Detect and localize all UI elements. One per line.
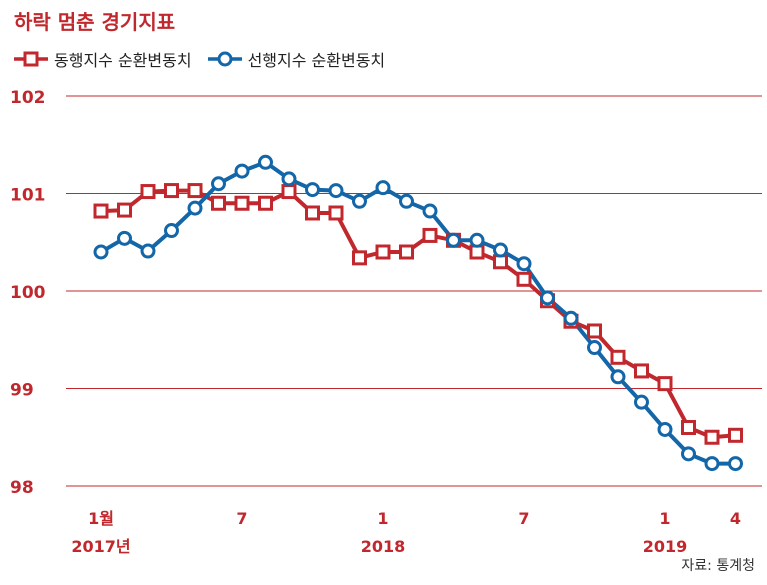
series-line-2 — [99, 160, 736, 466]
data-point-leading — [634, 394, 649, 410]
x-tick-label: 1월 — [88, 509, 114, 528]
y-tick-label: 98 — [10, 478, 34, 498]
data-point-leading — [258, 154, 273, 170]
data-point-leading — [352, 193, 367, 209]
y-tick-label: 102 — [10, 88, 46, 108]
data-point-coincident — [140, 184, 156, 200]
data-point-leading — [140, 243, 156, 259]
data-point-leading — [117, 230, 132, 246]
x-tick-label-year: 2018 — [361, 537, 406, 556]
y-tick-label: 99 — [10, 381, 34, 401]
data-point-coincident — [681, 420, 696, 435]
x-tick-label: 7 — [236, 509, 247, 528]
data-point-leading — [187, 200, 203, 216]
x-tick-label: 4 — [730, 509, 741, 528]
data-point-leading — [516, 256, 532, 272]
source-note: 자료: 통계청 — [681, 558, 755, 574]
legend-label-coincident: 동행지수 순환변동치 — [54, 51, 192, 70]
data-point-leading — [704, 456, 720, 472]
data-point-coincident — [328, 205, 344, 221]
x-tick-label: 1 — [659, 509, 670, 528]
data-point-leading — [728, 456, 743, 472]
data-point-leading — [234, 163, 250, 179]
data-point-leading — [164, 223, 179, 239]
legend-item-coincident: 동행지수 순환변동치 — [14, 47, 192, 71]
data-point-coincident — [211, 195, 226, 211]
data-point-coincident — [187, 183, 203, 199]
data-point-leading — [563, 310, 579, 326]
data-point-coincident — [587, 323, 602, 339]
data-point-coincident — [234, 195, 250, 211]
y-tick-label: 100 — [10, 283, 46, 303]
data-point-leading — [281, 171, 297, 187]
x-tick-label: 1 — [377, 509, 388, 528]
data-point-coincident — [258, 195, 273, 211]
data-point-coincident — [117, 202, 132, 218]
x-tick-label-year: 2019 — [643, 537, 688, 556]
data-point-coincident — [164, 183, 179, 199]
data-point-coincident — [305, 205, 320, 221]
legend-circle-marker-icon — [207, 51, 242, 67]
data-point-coincident — [352, 250, 367, 266]
data-point-leading — [305, 182, 320, 198]
data-point-leading — [375, 180, 391, 196]
x-tick-label-year: 2017년 — [71, 537, 130, 556]
data-point-coincident — [281, 184, 297, 200]
data-point-leading — [211, 176, 226, 192]
data-point-leading — [328, 183, 344, 199]
data-point-leading — [681, 446, 696, 462]
data-point-coincident — [399, 244, 414, 260]
data-point-leading — [469, 232, 485, 248]
data-point-coincident — [704, 429, 720, 445]
data-point-coincident — [610, 349, 626, 365]
data-point-leading — [422, 203, 438, 219]
legend-label-leading: 선행지수 순환변동치 — [247, 51, 386, 70]
legend-square-marker-icon — [14, 51, 48, 67]
y-tick-label: 101 — [10, 186, 46, 206]
data-point-coincident — [728, 427, 743, 443]
data-point-leading — [587, 340, 602, 356]
data-point-leading — [399, 193, 414, 209]
data-point-leading — [610, 369, 626, 385]
data-point-coincident — [516, 271, 532, 287]
chart-title: 하락 멈춘 경기지표 — [14, 10, 176, 34]
data-point-coincident — [93, 203, 109, 219]
x-tick-label: 7 — [518, 509, 529, 528]
data-point-leading — [540, 290, 555, 306]
data-point-coincident — [657, 376, 673, 392]
legend: 동행지수 순환변동치 선행지수 순환변동치 — [14, 46, 401, 72]
data-point-leading — [446, 232, 461, 248]
data-point-leading — [93, 244, 109, 260]
data-point-coincident — [375, 244, 391, 260]
data-point-coincident — [634, 363, 649, 379]
data-point-leading — [657, 421, 673, 437]
legend-item-leading: 선행지수 순환변동치 — [207, 47, 386, 71]
data-point-coincident — [422, 227, 438, 243]
data-point-leading — [493, 242, 508, 258]
